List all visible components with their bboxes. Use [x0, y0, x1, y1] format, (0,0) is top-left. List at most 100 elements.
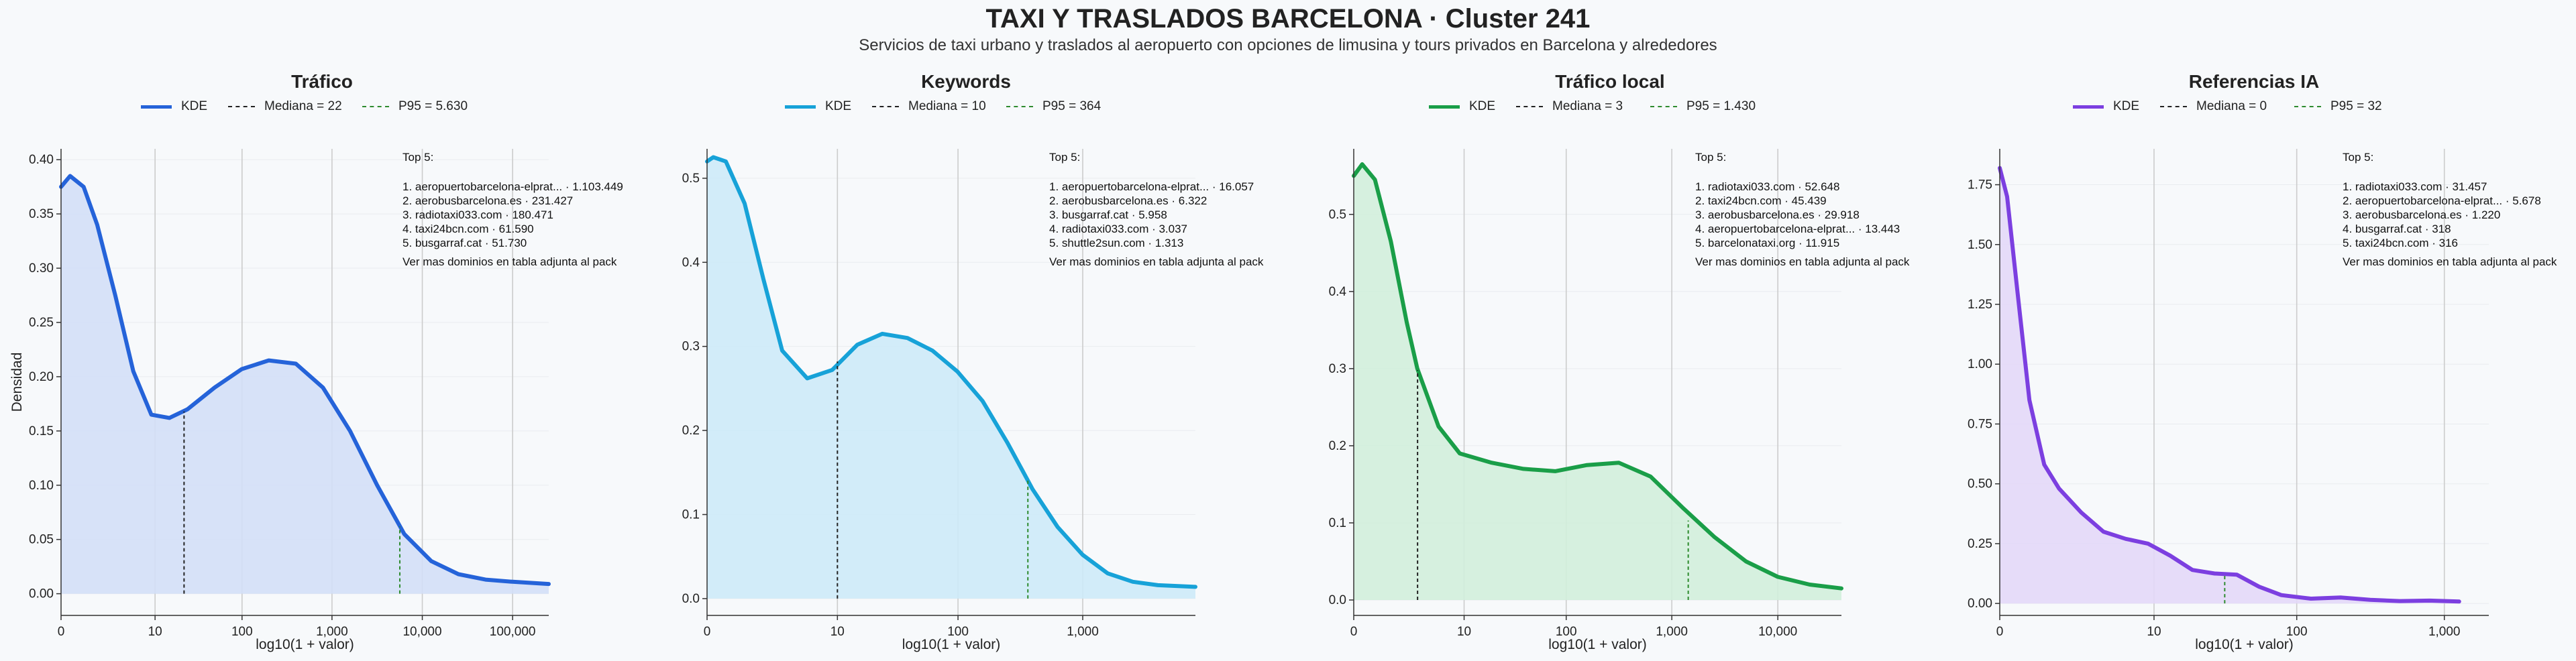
y-tick-label: 0.5	[1329, 208, 1346, 222]
legend-p95-swatch	[1006, 106, 1033, 107]
kde-area	[61, 176, 549, 594]
y-tick-label: 0.15	[29, 424, 54, 438]
x-axis-label: log10(1 + valor)	[1548, 637, 1647, 652]
chart-svg: 0 10 100 1,000 0.0 0.1 0.2 0.3 0.4 0.5 log10(1 + v…	[682, 149, 1264, 652]
y-tick-label: 0.3	[1329, 362, 1346, 376]
y-tick-label: 0.00	[1968, 597, 1992, 611]
chart-panel-1: Tráfico KDE Mediana = 22 P95 = 5.630 0 10 100 1…	[0, 0, 644, 661]
x-tick-label: 10	[830, 625, 845, 639]
kde-curve	[1352, 162, 1843, 591]
top5-line: Ver mas dominios en tabla adjunta al pac…	[1695, 255, 1910, 268]
legend-median-swatch	[872, 106, 899, 107]
x-tick-label: 10	[148, 625, 162, 639]
y-tick-label: 0.0	[1329, 593, 1346, 607]
x-axis-label: log10(1 + valor)	[902, 637, 1001, 652]
top5-line: 1. aeropuertobarcelona-elprat... · 16.05…	[1049, 180, 1254, 193]
legend-p95-label: P95 = 364	[1042, 99, 1102, 113]
top5-line: Ver mas dominios en tabla adjunta al pac…	[1049, 255, 1264, 268]
legend-p95: P95 = 1.430	[1650, 99, 1756, 114]
x-tick-label: 10	[1457, 625, 1471, 639]
top5-line: 4. aeropuertobarcelona-elprat... · 13.44…	[1695, 223, 1900, 235]
x-tick-label: 0	[58, 625, 65, 639]
legend-median-swatch	[2160, 106, 2187, 107]
x-tick-label: 100	[1556, 625, 1577, 639]
y-tick-label: 0.05	[29, 533, 54, 547]
x-tick-label: 1,000	[2428, 625, 2461, 639]
y-tick-label: 0.5	[682, 172, 700, 186]
figure-subtitle: Servicios de taxi urbano y traslados al …	[859, 36, 1717, 54]
legend-median-label: Mediana = 3	[1552, 99, 1623, 113]
top5-line: Ver mas dominios en tabla adjunta al pac…	[2343, 255, 2557, 268]
legend-kde-swatch	[2073, 105, 2104, 109]
legend-p95: P95 = 32	[2294, 99, 2382, 114]
x-tick-label: 0	[1350, 625, 1358, 639]
top5-line: 3. busgarraf.cat · 5.958	[1049, 208, 1167, 221]
kde-area	[1354, 164, 1841, 600]
legend-median: Mediana = 22	[228, 99, 342, 114]
y-tick-label: 0.0	[682, 592, 700, 606]
y-tick-label: 0.4	[1329, 285, 1347, 299]
legend-median: Mediana = 3	[1516, 99, 1623, 114]
y-tick-label: 0.1	[1329, 516, 1346, 530]
legend-kde-label: KDE	[825, 99, 852, 113]
legend-p95: P95 = 364	[1006, 99, 1101, 114]
y-tick-label: 1.00	[1968, 357, 1992, 371]
kde-curve	[1998, 166, 2461, 604]
top5-line: 5. busgarraf.cat · 51.730	[402, 237, 527, 249]
chart-svg: 0 10 100 1,000 0.00 0.25 0.50 0.75 1.00 1.25 1.50 1…	[1968, 149, 2557, 652]
x-axis-label: log10(1 + valor)	[256, 637, 354, 652]
chart-panel-3: Tráfico local KDE Mediana = 3 P95 = 1.430 0 1…	[1288, 0, 1932, 661]
top5-line: 1. radiotaxi033.com · 52.648	[1695, 180, 1839, 193]
legend-median-label: Mediana = 0	[2196, 99, 2267, 113]
x-tick-label: 10	[2147, 625, 2161, 639]
legend-median: Mediana = 10	[872, 99, 986, 114]
figure-title: TAXI Y TRASLADOS BARCELONA · Cluster 241	[985, 4, 1591, 34]
legend: KDE Mediana = 3 P95 = 1.430	[1429, 99, 1831, 119]
y-tick-label: 0.20	[29, 370, 54, 384]
x-tick-label: 100,000	[490, 625, 536, 639]
legend-kde-label: KDE	[181, 99, 208, 113]
top5-line: 5. shuttle2sun.com · 1.313	[1049, 237, 1183, 249]
kde-curve	[705, 155, 1197, 589]
top5-line: Top 5:	[2343, 151, 2373, 164]
legend: KDE Mediana = 10 P95 = 364	[785, 99, 1187, 119]
y-tick-label: 0.10	[29, 479, 54, 493]
x-tick-label: 0	[1996, 625, 2004, 639]
x-tick-label: 100	[947, 625, 969, 639]
top5-line: Top 5:	[402, 151, 433, 164]
top5-line: 2. aerobusbarcelona.es · 6.322	[1049, 194, 1207, 207]
y-tick-label: 0.75	[1968, 417, 1992, 431]
top5-line: Top 5:	[1695, 151, 1726, 164]
kde-curve	[59, 174, 551, 587]
top5-line: 2. taxi24bcn.com · 45.439	[1695, 194, 1827, 207]
x-axis-label: log10(1 + valor)	[2195, 637, 2294, 652]
x-tick-label: 0	[704, 625, 711, 639]
kde-area	[707, 157, 1195, 599]
legend-p95: P95 = 5.630	[362, 99, 468, 114]
panel-title: Tráfico local	[1555, 71, 1665, 92]
y-axis-label: Densidad	[9, 353, 25, 412]
chart-panel-2: Keywords KDE Mediana = 10 P95 = 364 0 10 100 1,…	[644, 0, 1288, 661]
chart-svg: 0 10 100 1,000 10,000 100,000 0.00 0.05 0.10 0.15…	[9, 149, 623, 652]
panel-title: Tráfico	[291, 71, 353, 92]
legend-kde-swatch	[785, 105, 816, 109]
chart-panel-4: Referencias IA KDE Mediana = 0 P95 = 32 0 10 1…	[1932, 0, 2576, 661]
y-tick-label: 0.25	[29, 316, 54, 330]
x-tick-label: 100	[231, 625, 253, 639]
legend-p95-swatch	[1650, 106, 1677, 107]
y-tick-label: 1.50	[1968, 238, 1992, 252]
legend-p95-label: P95 = 5.630	[398, 99, 468, 113]
x-tick-label: 10,000	[402, 625, 441, 639]
panel-title: Referencias IA	[2188, 71, 2320, 92]
top5-line: 5. barcelonataxi.org · 11.915	[1695, 237, 1839, 249]
y-tick-label: 0.30	[29, 261, 54, 276]
top5-line: 3. aerobusbarcelona.es · 29.918	[1695, 208, 1860, 221]
legend-kde: KDE	[785, 99, 851, 114]
top5-line: 3. aerobusbarcelona.es · 1.220	[2343, 208, 2500, 221]
x-tick-label: 10,000	[1758, 625, 1797, 639]
y-tick-label: 0.40	[29, 153, 54, 167]
top5-line: 2. aeropuertobarcelona-elprat... · 5.678	[2343, 194, 2541, 207]
legend-kde: KDE	[2073, 99, 2139, 114]
top5-line: 5. taxi24bcn.com · 316	[2343, 237, 2458, 249]
